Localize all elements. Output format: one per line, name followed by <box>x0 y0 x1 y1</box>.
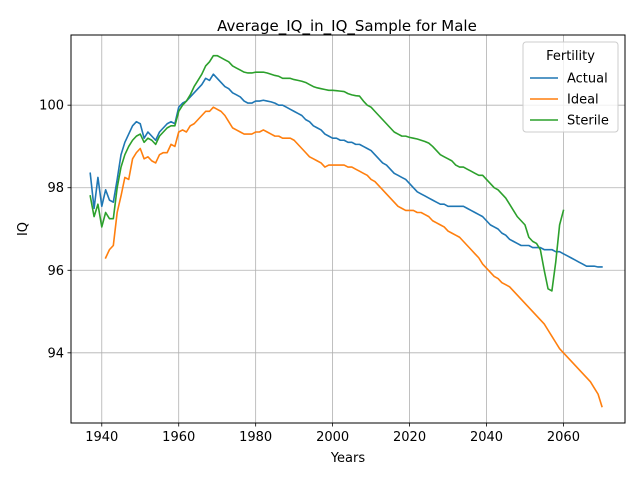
legend-title: Fertility <box>546 49 595 64</box>
y-tick-label: 98 <box>47 181 64 196</box>
chart-title: Average_IQ_in_IQ_Sample for Male <box>217 17 477 36</box>
legend-label-sterile: Sterile <box>567 114 609 129</box>
x-tick-label: 1940 <box>85 430 118 445</box>
y-tick-label: 96 <box>47 264 64 279</box>
y-tick-label: 94 <box>47 346 64 361</box>
x-axis-label: Years <box>330 451 366 466</box>
series-line-sterile <box>89 54 565 292</box>
legend-label-actual: Actual <box>567 72 608 87</box>
series-lines <box>89 54 603 408</box>
legend-items: Actual Ideal Sterile <box>530 72 609 129</box>
x-tick-label: 2000 <box>316 430 349 445</box>
y-axis-ticks: 94 96 98 100 <box>39 99 71 361</box>
legend: Fertility Actual Ideal Sterile <box>522 41 619 133</box>
plot-frame <box>70 34 626 424</box>
x-tick-label: 2060 <box>547 430 580 445</box>
series-line-ideal <box>104 106 603 408</box>
x-tick-label: 1960 <box>162 430 195 445</box>
legend-label-ideal: Ideal <box>567 93 599 108</box>
legend-box <box>522 41 619 133</box>
y-axis-label: IQ <box>16 222 31 236</box>
x-axis-ticks: 1940 1960 1980 2000 2020 2040 2060 <box>85 423 580 445</box>
y-tick-label: 100 <box>39 99 64 114</box>
x-tick-label: 2040 <box>470 430 503 445</box>
x-tick-label: 2020 <box>393 430 426 445</box>
x-tick-label: 1980 <box>239 430 272 445</box>
